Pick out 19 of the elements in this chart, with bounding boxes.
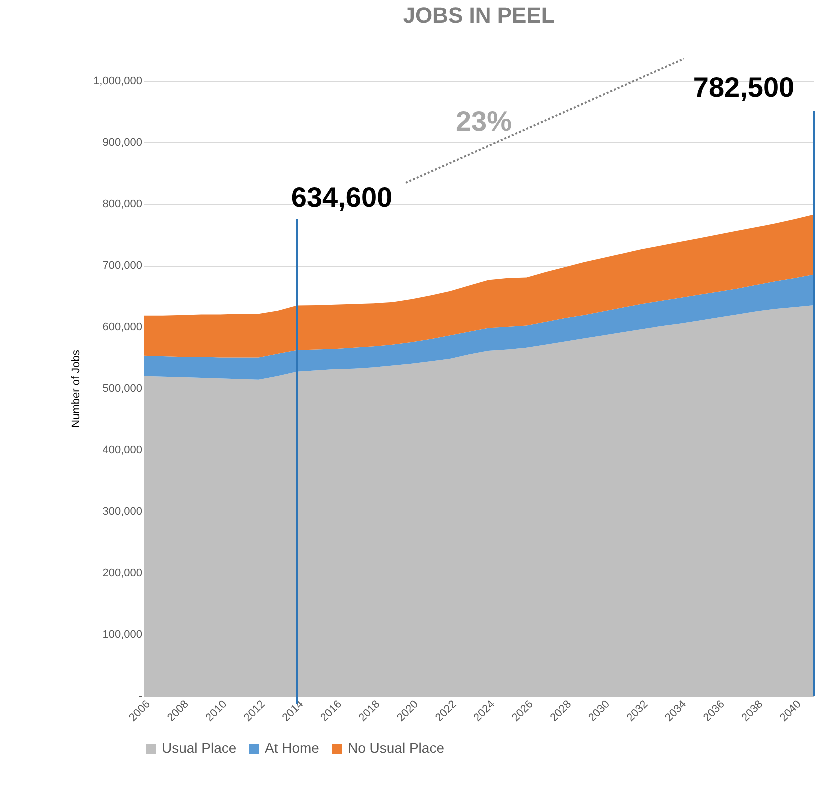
legend-label: At Home: [265, 740, 320, 756]
y-tick-label: 600,000: [102, 322, 142, 334]
chart-title: JOBS IN PEEL: [403, 3, 555, 28]
y-tick-label: 900,000: [102, 137, 142, 149]
legend-label: Usual Place: [162, 740, 237, 756]
legend-label: No Usual Place: [348, 740, 445, 756]
y-tick-label: 500,000: [102, 383, 142, 395]
y-tick-label: 100,000: [102, 629, 142, 641]
y-tick-label: 200,000: [102, 568, 142, 580]
annotation: 23%: [456, 106, 512, 137]
y-axis-title: Number of Jobs: [70, 350, 83, 428]
annotation: 634,600: [291, 182, 393, 213]
y-tick-label: 300,000: [102, 506, 142, 518]
y-tick-label: 700,000: [102, 260, 142, 272]
y-tick-label: 1,000,000: [94, 76, 142, 88]
y-tick-label: 800,000: [102, 198, 142, 210]
y-tick-label: 400,000: [102, 444, 142, 456]
y-tick-label: -: [138, 690, 143, 702]
annotation: 782,500: [693, 72, 795, 103]
